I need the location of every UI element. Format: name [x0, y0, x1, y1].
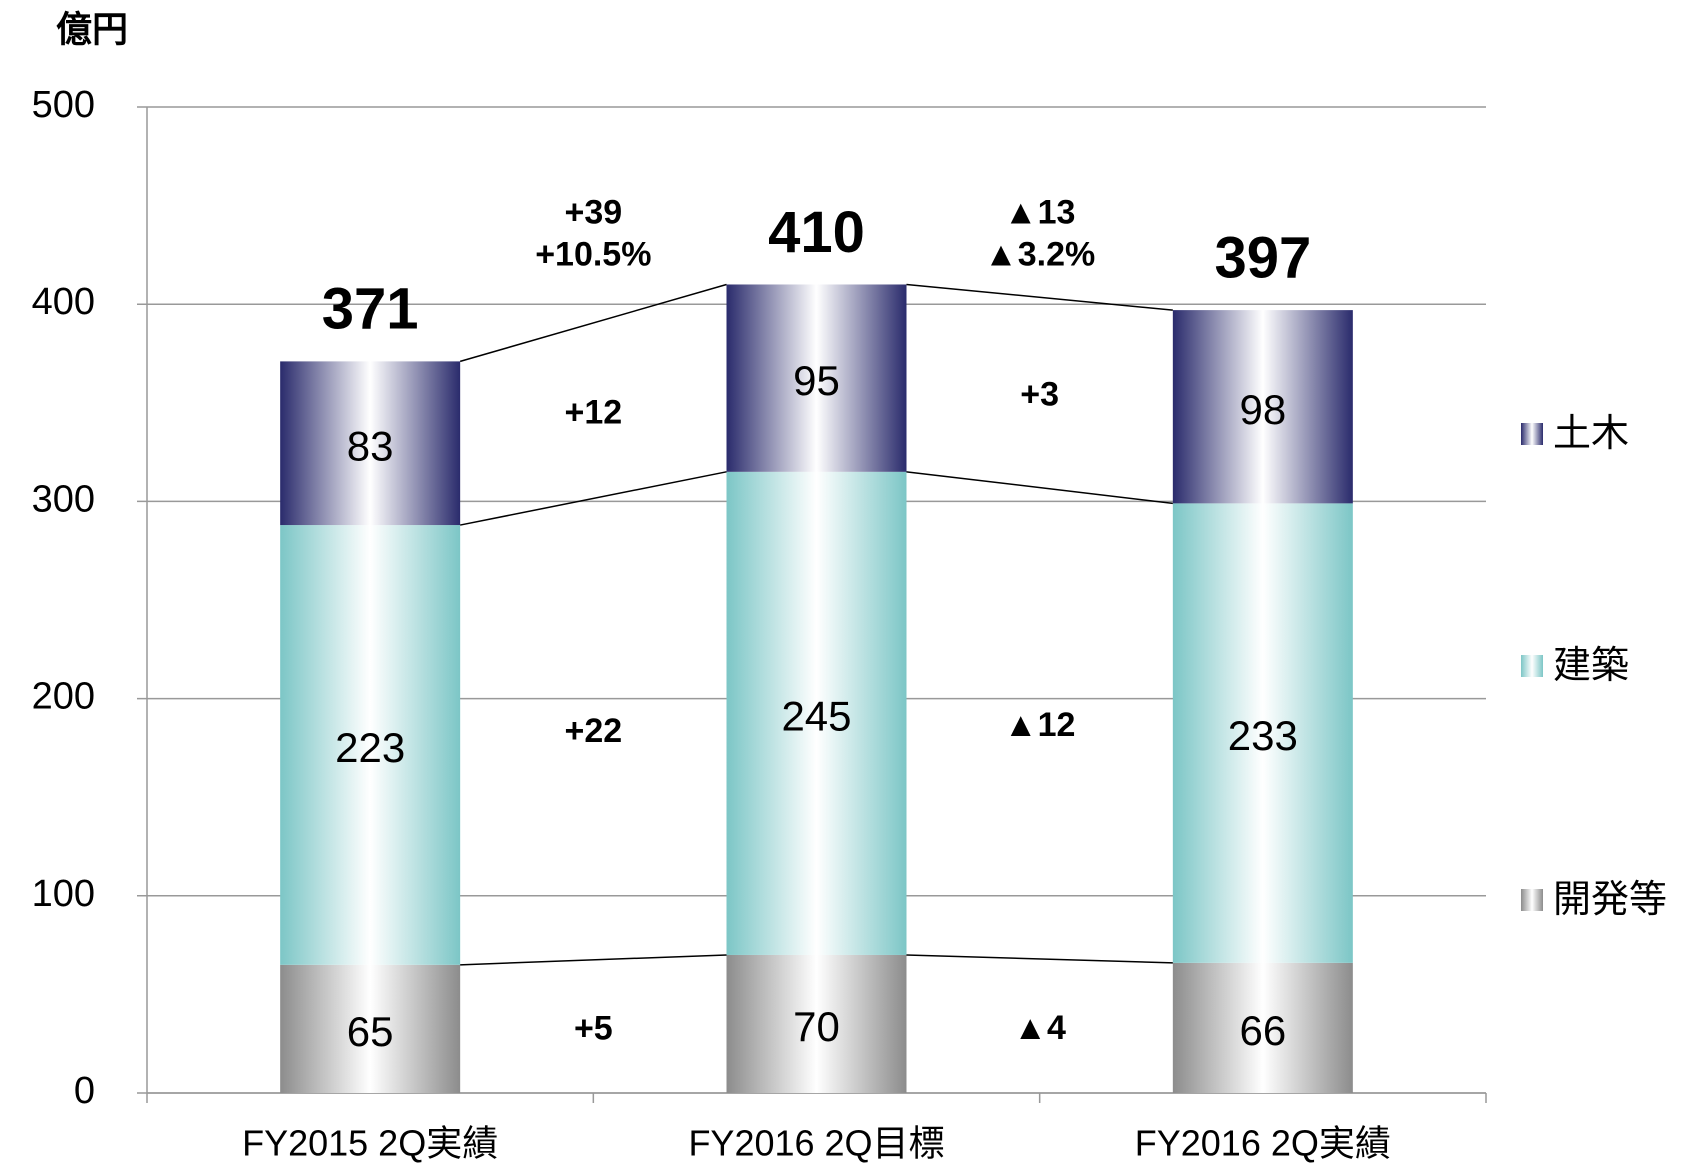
connector — [906, 954, 1173, 964]
y-tick-label: 0 — [74, 1070, 95, 1112]
bar-segment — [726, 954, 907, 1093]
bar-segment — [280, 525, 461, 965]
change-segment: +5 — [574, 1009, 613, 1047]
y-tick-label: 500 — [32, 84, 95, 126]
value-label: 70 — [793, 1003, 840, 1050]
change-segment: ▲12 — [1004, 706, 1075, 744]
bar-segment — [1172, 962, 1353, 1093]
legend-swatch — [1521, 423, 1543, 445]
bar-segment — [280, 361, 461, 526]
change-total: ▲13 — [1004, 193, 1075, 231]
change-segment: ▲4 — [1013, 1009, 1066, 1047]
change-segment: +12 — [564, 394, 622, 432]
y-tick-label: 400 — [32, 281, 95, 323]
bar-segment — [1172, 310, 1353, 504]
total-label: 397 — [1214, 225, 1311, 290]
bar-segment — [280, 964, 461, 1093]
connector — [906, 471, 1173, 505]
legend-swatch — [1521, 889, 1543, 911]
value-label: 233 — [1228, 712, 1298, 759]
legend-swatch — [1521, 655, 1543, 677]
bar-segment — [726, 471, 907, 955]
legend-label: 開発等 — [1553, 879, 1667, 921]
change-segment: +3 — [1020, 375, 1059, 413]
bar-segment — [726, 284, 907, 472]
connector — [460, 471, 727, 526]
x-tick-label: FY2015 2Q実績 — [242, 1123, 498, 1164]
x-tick-label: FY2016 2Q目標 — [688, 1123, 944, 1164]
change-segment: +22 — [564, 712, 622, 750]
y-tick-label: 100 — [32, 873, 95, 915]
connector — [459, 283, 727, 363]
change-total-pct: ▲3.2% — [984, 235, 1095, 273]
bar-segment — [1172, 503, 1353, 963]
y-axis-label: 億円 — [56, 9, 128, 50]
legend-label: 土木 — [1553, 413, 1629, 455]
value-label: 245 — [781, 692, 851, 739]
change-total: +39 — [564, 193, 622, 231]
total-label: 410 — [768, 200, 865, 265]
x-tick-label: FY2016 2Q実績 — [1135, 1123, 1391, 1164]
value-label: 83 — [347, 422, 394, 469]
connector — [460, 954, 727, 966]
legend-label: 建築 — [1553, 645, 1629, 687]
y-tick-label: 200 — [32, 676, 95, 718]
change-total-pct: +10.5% — [535, 235, 651, 273]
value-label: 65 — [347, 1008, 394, 1055]
total-label: 371 — [322, 277, 419, 342]
y-tick-label: 300 — [32, 478, 95, 520]
value-label: 95 — [793, 357, 840, 404]
value-label: 98 — [1239, 386, 1286, 433]
connector — [906, 283, 1173, 311]
value-label: 66 — [1239, 1007, 1286, 1054]
value-label: 223 — [335, 724, 405, 771]
